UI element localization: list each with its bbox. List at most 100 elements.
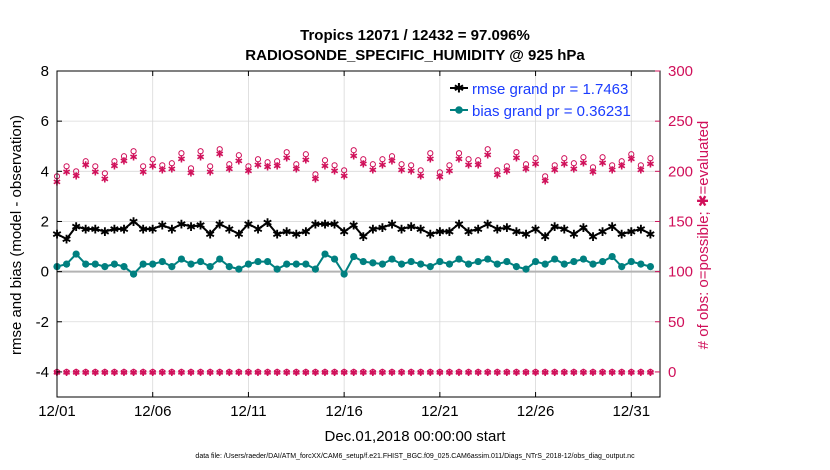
rmse-point: ✱	[588, 230, 598, 244]
obs-floor-evaluated-marker: ✱	[493, 368, 501, 379]
bias-point	[618, 263, 626, 271]
obs-floor-possible-marker	[609, 368, 616, 376]
legend-rmse-marker: ✱	[454, 81, 465, 96]
obs-floor-possible-marker	[331, 368, 338, 376]
obs-possible-marker	[302, 151, 309, 158]
obs-floor-evaluated-marker: ✱	[407, 368, 415, 379]
obs-possible-marker	[254, 156, 262, 163]
obs-possible-marker	[235, 152, 242, 159]
obs-floor-evaluated-marker: ✱	[646, 368, 654, 379]
obs-floor-possible-marker	[446, 368, 453, 376]
rmse-point: ✱	[215, 217, 225, 231]
obs-floor-possible-marker	[312, 368, 319, 376]
rmse-point: ✱	[416, 222, 426, 236]
obs-possible-marker	[226, 161, 233, 168]
obs-evaluated-marker: ✱	[598, 158, 606, 169]
y-tick-label: 4	[41, 163, 49, 180]
obs-evaluated-marker: ✱	[82, 160, 90, 171]
bias-point	[330, 255, 339, 263]
obs-floor-evaluated-marker: ✱	[455, 368, 463, 379]
obs-floor-evaluated-marker: ✱	[110, 368, 118, 379]
bias-point	[512, 263, 521, 271]
rmse-point: ✱	[550, 220, 560, 234]
x-tick-label: 12/31	[613, 403, 651, 420]
obs-evaluated-marker: ✱	[503, 166, 511, 177]
obs-evaluated-marker: ✱	[646, 159, 654, 170]
obs-evaluated-marker: ✱	[225, 164, 233, 175]
obs-evaluated-marker: ✱	[283, 153, 291, 164]
bias-point	[235, 265, 243, 273]
bias-point	[158, 257, 166, 266]
obs-floor-evaluated-marker: ✱	[206, 368, 214, 379]
bias-point	[397, 260, 406, 268]
obs-possible-marker	[197, 148, 204, 155]
bias-point	[369, 259, 377, 267]
obs-floor-possible-marker	[187, 368, 195, 376]
bias-point	[283, 260, 291, 268]
obs-floor-evaluated-marker: ✱	[503, 368, 511, 379]
rmse-point: ✱	[598, 225, 608, 239]
obs-evaluated-marker: ✱	[149, 161, 157, 172]
obs-floor-possible-marker	[532, 368, 539, 376]
obs-floor-possible-marker	[293, 368, 300, 376]
obs-possible-marker	[264, 159, 271, 166]
obs-floor-evaluated-marker: ✱	[321, 368, 329, 379]
rmse-point: ✱	[186, 220, 196, 234]
obs-floor-evaluated-marker: ✱	[196, 368, 204, 379]
obs-floor-evaluated-marker: ✱	[369, 368, 377, 379]
obs-evaluated-marker: ✱	[244, 166, 252, 177]
obs-possible-marker	[647, 155, 654, 162]
obs-evaluated-marker: ✱	[101, 174, 109, 185]
rmse-point: ✱	[234, 228, 244, 242]
rmse-line	[56, 220, 651, 241]
obs-evaluated-marker: ✱	[302, 155, 310, 166]
obs-evaluated-marker: ✱	[570, 164, 578, 175]
obs-possible-marker	[446, 162, 453, 169]
obs-evaluated-marker: ✱	[522, 164, 530, 175]
obs-floor-possible-marker	[417, 368, 424, 376]
bias-point	[579, 255, 588, 263]
obs-floor-possible-marker	[178, 368, 185, 376]
obs-possible-marker	[321, 157, 329, 164]
obs-possible-marker	[140, 163, 147, 170]
obs-floor-possible-marker	[226, 368, 233, 376]
obs-floor-evaluated-marker: ✱	[570, 368, 578, 379]
obs-evaluated-marker: ✱	[216, 149, 224, 160]
obs-evaluated-marker: ✱	[369, 165, 377, 176]
rmse-point: ✱	[339, 225, 349, 239]
obs-floor-evaluated-marker: ✱	[120, 368, 128, 379]
obs-possible-marker	[92, 163, 99, 170]
obs-floor-possible-marker	[120, 368, 128, 376]
rmse-point: ✱	[119, 222, 129, 236]
bias-point	[273, 265, 281, 273]
rmse-point: ✱	[464, 225, 474, 239]
obs-evaluated-marker: ✱	[187, 168, 195, 179]
bias-point	[503, 257, 511, 266]
obs-possible-marker	[168, 160, 175, 167]
obs-floor-possible-marker	[494, 368, 501, 376]
obs-floor-possible-marker	[628, 368, 635, 376]
obs-possible-marker	[149, 156, 156, 163]
obs-evaluated-marker: ✱	[72, 171, 80, 182]
rmse-point: ✱	[569, 228, 579, 242]
obs-possible-marker	[159, 162, 166, 169]
obs-possible-marker	[551, 162, 558, 169]
obs-floor-evaluated-marker: ✱	[359, 368, 367, 379]
obs-floor-possible-marker	[379, 368, 386, 376]
obs-floor-evaluated-marker: ✱	[560, 368, 568, 379]
obs-floor-possible-marker	[321, 368, 329, 376]
obs-possible-marker	[293, 161, 300, 168]
obs-floor-possible-marker	[73, 368, 80, 376]
legend-bias-label: bias grand pr = 0.36231	[472, 103, 631, 120]
bias-point	[359, 257, 367, 266]
rmse-point: ✱	[473, 222, 483, 236]
bias-point	[570, 257, 578, 266]
y-tick-label: -2	[36, 314, 49, 331]
obs-floor-evaluated-marker: ✱	[426, 368, 434, 379]
obs-floor-evaluated-marker: ✱	[541, 368, 549, 379]
bias-point	[560, 260, 568, 268]
obs-possible-marker	[580, 154, 587, 161]
obs-floor-possible-marker	[274, 368, 281, 376]
obs-possible-marker	[331, 162, 338, 169]
